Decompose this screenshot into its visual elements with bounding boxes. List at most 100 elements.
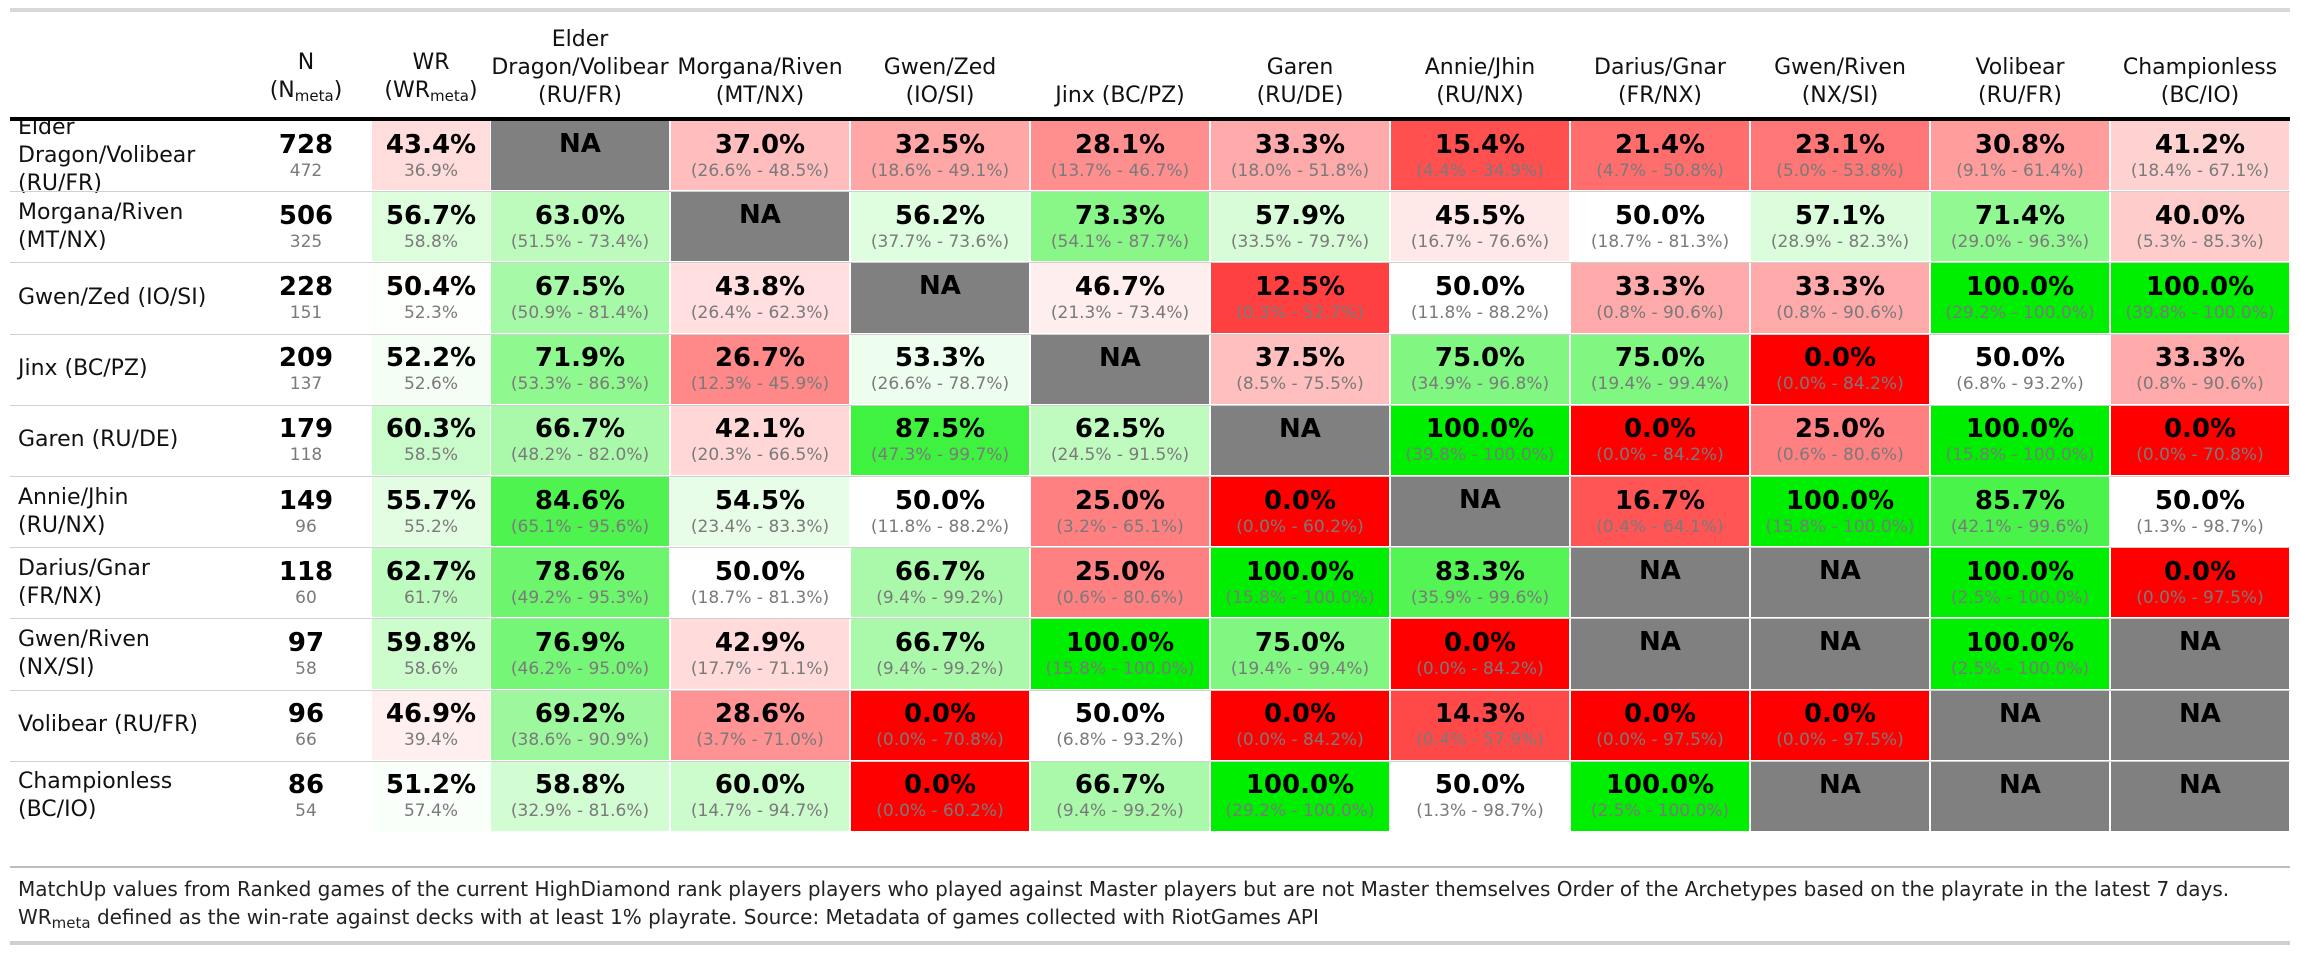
matchup-interval: (1.3% - 98.7%) [2136, 516, 2264, 537]
matchup-cell: 66.7% (9.4% - 99.2%) [851, 548, 1029, 618]
matchup-value: 32.5% [894, 129, 986, 160]
row-label-line: Darius/Gnar [18, 555, 150, 581]
row-label-line: (FR/NX) [18, 583, 103, 609]
header-n-main: N [297, 50, 315, 75]
matchup-interval: (6.8% - 93.2%) [1956, 374, 2084, 395]
wr-cell: 56.7% 58.8% [372, 192, 490, 262]
matchup-cell: 75.0% (34.9% - 96.8%) [1391, 334, 1569, 404]
matchup-cell: 100.0% (39.8% - 100.0%) [2111, 263, 2289, 333]
matchup-interval: (0.6% - 80.6%) [1776, 445, 1904, 466]
matchup-interval: (0.0% - 97.5%) [1776, 730, 1904, 751]
matchup-cell: 67.5% (50.9% - 81.4%) [491, 263, 669, 333]
header-wr-main: WR [412, 50, 450, 75]
matchup-value: 42.1% [714, 414, 806, 445]
row-label-line: (MT/NX) [18, 227, 107, 253]
header-opponent-line: (NX/SI) [1801, 83, 1879, 108]
row-label-text: Darius/Gnar (FR/NX) [18, 555, 150, 611]
matchup-interval: (53.3% - 86.3%) [510, 374, 650, 395]
row-label-text: Morgana/Riven (MT/NX) [18, 199, 183, 255]
wr-cell: 62.7% 61.7% [372, 548, 490, 618]
matchup-value: 15.4% [1434, 129, 1526, 160]
matchup-value: 25.0% [1794, 414, 1886, 445]
wr-value: 52.2% [385, 343, 477, 374]
matchup-value: 12.5% [1254, 271, 1346, 302]
header-opponent-line: (MT/NX) [715, 83, 805, 108]
matchup-interval: (32.9% - 81.6%) [510, 801, 650, 822]
wr-cell: 60.3% 58.5% [372, 405, 490, 475]
row-label-text: Annie/Jhin (RU/NX) [18, 484, 128, 540]
row-label: Championless (BC/IO) [10, 762, 240, 831]
row-label: Jinx (BC/PZ) [10, 335, 240, 404]
matchup-value: 0.0% [2163, 414, 2237, 445]
matchup-value: 0.0% [2163, 556, 2237, 587]
top-rule [10, 8, 2290, 12]
row-divider [10, 333, 2290, 335]
matchup-interval: (18.4% - 67.1%) [2130, 160, 2270, 181]
matchup-cell: 33.3% (18.0% - 51.8%) [1211, 121, 1389, 191]
matchup-cell: 37.5% (8.5% - 75.5%) [1211, 334, 1389, 404]
wr-meta-value: 55.2% [403, 516, 458, 537]
header-opponent-line: Dragon/Volibear [491, 55, 669, 80]
matchup-cell: 57.1% (28.9% - 82.3%) [1751, 192, 1929, 262]
n-cell: 86 54 [240, 762, 372, 831]
matchup-value: 21.4% [1614, 129, 1706, 160]
matchup-interval: (14.7% - 94.7%) [690, 801, 830, 822]
row-label-line: Championless [18, 769, 173, 795]
row-divider [10, 689, 2290, 691]
matchup-cell: 0.0% (0.0% - 60.2%) [851, 761, 1029, 831]
matchup-interval: (50.9% - 81.4%) [510, 302, 650, 323]
matchup-interval: (18.7% - 81.3%) [690, 587, 830, 608]
matchup-cell: 46.7% (21.3% - 73.4%) [1031, 263, 1209, 333]
row-label-text: Elder Dragon/Volibear (RU/FR) [18, 114, 195, 198]
matchup-cell-na: NA [2111, 761, 2289, 831]
row-label-line: (BC/IO) [18, 797, 97, 823]
matchup-cell: 50.0% (18.7% - 81.3%) [671, 548, 849, 618]
matchup-cell: 100.0% (2.5% - 100.0%) [1571, 761, 1749, 831]
row-label-text: Volibear (RU/FR) [18, 711, 198, 739]
matchup-cell: 0.0% (0.0% - 60.2%) [1211, 477, 1389, 547]
row-label-line: Morgana/Riven [18, 199, 184, 225]
matchup-interval: (5.0% - 53.8%) [1776, 160, 1904, 181]
wr-cell: 55.7% 55.2% [372, 477, 490, 547]
matchup-cell: 28.6% (3.7% - 71.0%) [671, 690, 849, 760]
matchup-interval: (49.2% - 95.3%) [510, 587, 650, 608]
n-meta-value: 58 [295, 658, 317, 679]
matchup-cell: 57.9% (33.5% - 79.7%) [1211, 192, 1389, 262]
matchup-value: 100.0% [1245, 770, 1355, 801]
n-value: 86 [287, 770, 325, 801]
row-divider [10, 760, 2290, 762]
header-opponent-line: Volibear [1975, 55, 2065, 80]
matchup-interval: (26.6% - 48.5%) [690, 160, 830, 181]
matchup-interval: (38.6% - 90.9%) [510, 730, 650, 751]
header-opponent-line: (RU/FR) [1978, 83, 2062, 108]
wr-cell: 43.4% 36.9% [372, 121, 490, 191]
wr-value: 56.7% [385, 200, 477, 231]
matchup-cell: 75.0% (19.4% - 99.4%) [1571, 334, 1749, 404]
wr-value: 60.3% [385, 414, 477, 445]
matchup-value: 0.0% [1803, 343, 1877, 374]
matchup-cell: 45.5% (16.7% - 76.6%) [1391, 192, 1569, 262]
n-meta-value: 118 [289, 445, 323, 466]
matchup-interval: (3.2% - 65.1%) [1056, 516, 1184, 537]
wr-value: 59.8% [385, 627, 477, 658]
matchup-cell: 83.3% (35.9% - 99.6%) [1391, 548, 1569, 618]
matchup-value: 66.7% [894, 627, 986, 658]
row-label: Gwen/Zed (IO/SI) [10, 263, 240, 332]
n-cell: 228 151 [240, 263, 372, 332]
header-opponent: Elder Dragon/Volibear (RU/FR) [490, 14, 670, 110]
matchup-value: 58.8% [534, 770, 626, 801]
matchup-cell: 12.5% (0.3% - 52.7%) [1211, 263, 1389, 333]
matchup-value: 33.3% [2154, 343, 2246, 374]
matchup-value: 0.0% [1623, 414, 1697, 445]
matchup-interval: (0.0% - 70.8%) [2136, 445, 2264, 466]
row-label-line: Annie/Jhin [18, 484, 129, 510]
n-meta-value: 137 [289, 374, 323, 395]
matchup-value: 71.4% [1974, 200, 2066, 231]
caption: MatchUp values from Ranked games of the … [18, 875, 2288, 937]
header-opponent: Championless (BC/IO) [2110, 14, 2290, 110]
matchup-interval: (8.5% - 75.5%) [1236, 374, 1364, 395]
matchup-cell: 87.5% (47.3% - 99.7%) [851, 405, 1029, 475]
matchup-interval: (0.0% - 97.5%) [1596, 730, 1724, 751]
matchup-cell: 33.3% (0.8% - 90.6%) [2111, 334, 2289, 404]
n-meta-value: 60 [295, 587, 317, 608]
